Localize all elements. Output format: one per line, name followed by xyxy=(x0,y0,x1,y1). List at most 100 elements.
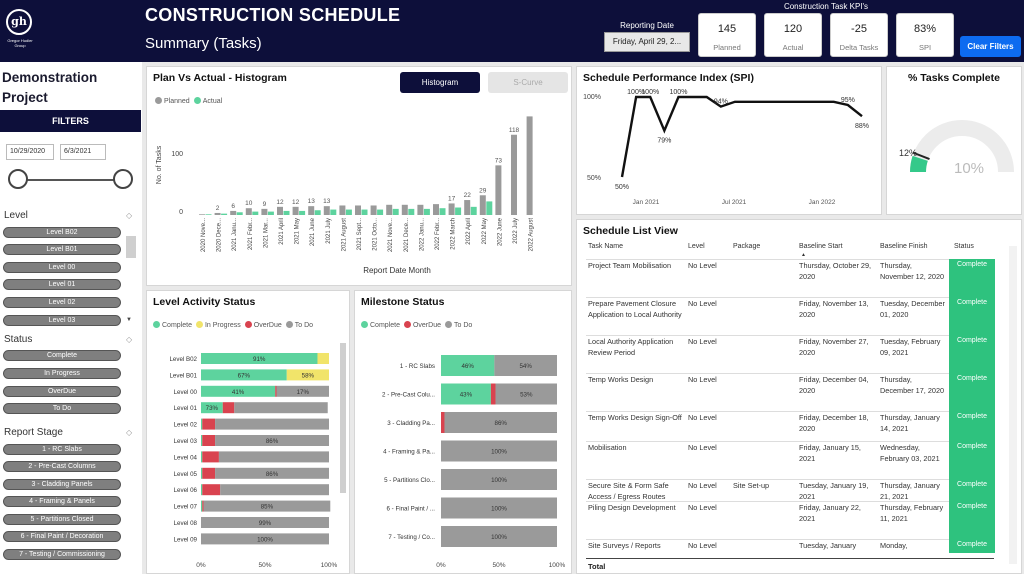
spi-x-tick: Jan 2021 xyxy=(633,199,660,206)
status-badge: Complete xyxy=(949,297,995,335)
planned-bar xyxy=(526,116,533,215)
stage-option[interactable]: 6 - Final Paint / Decoration xyxy=(3,531,121,542)
level-option[interactable]: Level B01 xyxy=(3,244,121,255)
bar-data-label: 46% xyxy=(461,363,474,370)
clear-status-icon[interactable]: ◇ xyxy=(126,335,133,344)
level-option[interactable]: Level 01 xyxy=(3,279,121,290)
level-option[interactable]: Level 02 xyxy=(3,297,121,308)
status-badge: Complete xyxy=(949,373,995,411)
la-x-tick: 100% xyxy=(321,562,338,569)
stacked-bar-segment xyxy=(201,369,287,381)
status-option[interactable]: In Progress xyxy=(3,368,121,379)
bar-category-label: Level 04 xyxy=(174,454,198,461)
stacked-bar-segment xyxy=(202,435,216,446)
cell-task: Secure Site & Form Safe Access / Egress … xyxy=(588,481,669,501)
spi-title: Schedule Performance Index (SPI) xyxy=(583,72,754,84)
stacked-bar-segment xyxy=(441,469,557,490)
planned-data-label: 29 xyxy=(479,187,487,194)
header-bar: gh Gregor Hudler Group CONSTRUCTION SCHE… xyxy=(0,0,1024,62)
schedule-list-panel: Schedule List View xyxy=(576,219,1022,574)
col-baseline-start[interactable]: Baseline Start xyxy=(799,243,843,250)
clear-filters-button[interactable]: Clear Filters xyxy=(960,36,1021,57)
stacked-bar-segment xyxy=(202,451,219,463)
bar-data-label: 100% xyxy=(491,477,507,484)
filter-sidebar: Demonstration Project FILTERS 10/29/2020… xyxy=(0,62,142,574)
cell-level: No Level xyxy=(688,541,717,550)
stage-option[interactable]: 7 - Testing / Commissioning xyxy=(3,549,121,560)
status-option[interactable]: Complete xyxy=(3,350,121,361)
histogram-legend: Planned Actual xyxy=(151,97,222,105)
cell-start: Friday, January 22, 2021 xyxy=(799,503,861,523)
planned-bar xyxy=(308,206,315,215)
level-option[interactable]: Level 00 xyxy=(3,262,121,273)
bar-data-label: 58% xyxy=(302,372,315,379)
actual-bar xyxy=(252,211,259,215)
level-scrollbar[interactable] xyxy=(126,236,136,258)
bar-data-label: 86% xyxy=(266,438,279,445)
planned-data-label: 13 xyxy=(323,198,331,205)
schedule-total-row: Total xyxy=(586,558,994,572)
level-option[interactable]: Level B02 xyxy=(3,227,121,238)
filters-heading: FILTERS xyxy=(0,110,141,132)
date-from-input[interactable]: 10/29/2020 xyxy=(6,144,54,160)
planned-bar xyxy=(261,208,268,215)
date-slider-end-handle[interactable] xyxy=(113,169,133,189)
scroll-down-icon[interactable]: ▼ xyxy=(126,317,132,323)
stacked-bar-segment xyxy=(201,353,318,364)
cell-level: No Level xyxy=(688,481,717,490)
stacked-bar-segment xyxy=(203,500,331,512)
histogram-x-tick: 2022 July xyxy=(513,218,519,244)
scurve-toggle-button[interactable]: S-Curve xyxy=(488,72,568,93)
stage-option[interactable]: 3 - Cladding Panels xyxy=(3,479,121,490)
status-option[interactable]: To Do xyxy=(3,403,121,414)
stage-option[interactable]: 4 - Framing & Panels xyxy=(3,496,121,507)
stacked-bar-segment xyxy=(441,497,557,519)
level-activity-scrollbar[interactable] xyxy=(340,343,346,493)
stage-option[interactable]: 1 - RC Slabs xyxy=(3,444,121,455)
spi-data-label: 100% xyxy=(670,89,688,96)
col-task-name[interactable]: Task Name xyxy=(588,243,624,250)
milestone-panel: Milestone Status Complete OverDue To Do 0%… xyxy=(354,290,572,574)
cell-finish: Wednesday, February 03, 2021 xyxy=(880,443,940,463)
actual-bar xyxy=(221,213,228,215)
schedule-scrollbar[interactable] xyxy=(1009,246,1017,564)
row-divider xyxy=(586,297,994,298)
col-status[interactable]: Status xyxy=(954,243,974,250)
bar-category-label: 6 - Final Paint / ... xyxy=(387,506,436,513)
spi-data-label: 100% xyxy=(627,89,645,96)
actual-bar xyxy=(392,208,399,215)
reporting-date-select[interactable]: Friday, April 29, 2... xyxy=(604,32,690,52)
col-package[interactable]: Package xyxy=(733,243,761,250)
stacked-bar-segment xyxy=(441,383,491,405)
col-level[interactable]: Level xyxy=(688,243,705,250)
stacked-bar-segment xyxy=(495,383,557,405)
stacked-bar-segment xyxy=(201,533,329,545)
stage-option[interactable]: 2 - Pre-Cast Columns xyxy=(3,461,121,472)
bar-data-label: 86% xyxy=(495,420,508,427)
stacked-bar-segment xyxy=(201,435,203,446)
legend-dot-todo xyxy=(444,321,452,328)
cell-finish: Tuesday, December 01, 2020 xyxy=(880,299,945,319)
cell-level: No Level xyxy=(688,337,717,346)
planned-bar xyxy=(386,204,393,215)
date-slider-start-handle[interactable] xyxy=(8,169,28,189)
status-option[interactable]: OverDue xyxy=(3,386,121,397)
milestone-chart: 0% 50% 100% 1 - RC Slabs 2 - Pre-Cast Col… xyxy=(382,355,566,569)
clear-level-icon[interactable]: ◇ xyxy=(126,211,133,220)
date-slider-track[interactable] xyxy=(18,179,123,181)
clear-stage-icon[interactable]: ◇ xyxy=(126,428,133,437)
actual-bar xyxy=(205,214,212,215)
sort-asc-icon: ▲ xyxy=(801,252,806,258)
cell-finish: Thursday, February 11, 2021 xyxy=(880,503,944,523)
status-badge: Complete xyxy=(949,501,995,539)
stage-option[interactable]: 5 - Partitions Closed xyxy=(3,514,121,525)
planned-bar xyxy=(339,205,346,215)
level-option[interactable]: Level 03 xyxy=(3,315,121,326)
date-to-input[interactable]: 6/3/2021 xyxy=(60,144,106,160)
histogram-toggle-button[interactable]: Histogram xyxy=(400,72,480,93)
stacked-bar-segment xyxy=(202,467,216,479)
stacked-bar-segment xyxy=(494,355,557,376)
col-baseline-finish[interactable]: Baseline Finish xyxy=(880,243,928,250)
histogram-x-tick: 2021 Janu... xyxy=(232,218,238,251)
legend-dot-complete xyxy=(361,321,368,328)
